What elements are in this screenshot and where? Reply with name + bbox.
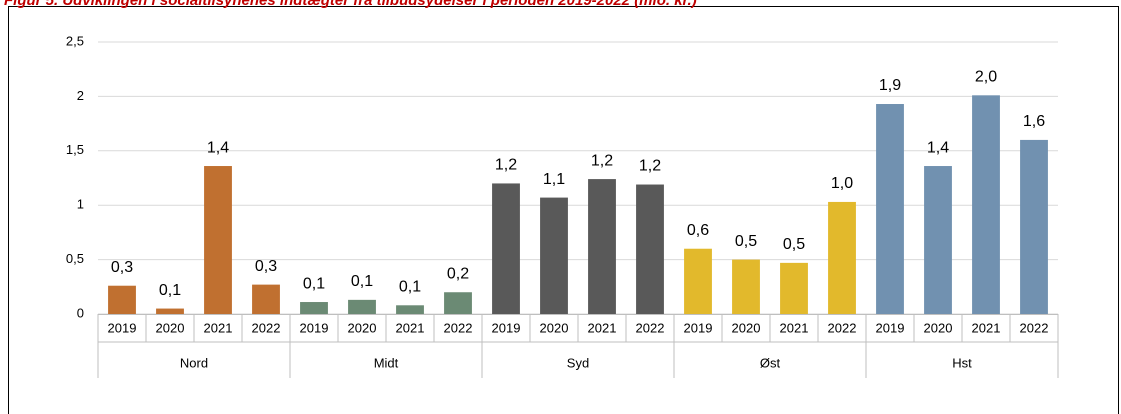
group-label: Midt <box>374 355 399 370</box>
value-label: 1,4 <box>207 139 229 156</box>
bar <box>108 285 136 314</box>
bar <box>828 201 856 314</box>
y-tick-label: 1 <box>77 197 84 212</box>
y-tick-label: 0 <box>77 305 84 320</box>
value-label: 1,1 <box>543 171 565 188</box>
x-tick-label: 2021 <box>780 320 809 335</box>
bar <box>300 302 328 314</box>
x-tick-label: 2019 <box>684 320 713 335</box>
bar <box>588 179 616 314</box>
x-tick-label: 2021 <box>396 320 425 335</box>
x-tick-label: 2022 <box>636 320 665 335</box>
bar <box>732 259 760 314</box>
bar <box>252 284 280 314</box>
group-label: Øst <box>760 355 781 370</box>
y-tick-label: 0,5 <box>66 251 84 266</box>
bar <box>348 299 376 314</box>
value-label: 1,2 <box>639 158 661 175</box>
value-label: 0,1 <box>303 275 325 292</box>
bar <box>492 183 520 314</box>
value-label: 0,3 <box>255 258 277 275</box>
x-tick-label: 2019 <box>492 320 521 335</box>
x-tick-label: 2020 <box>924 320 953 335</box>
value-label: 0,1 <box>351 273 373 290</box>
value-label: 0,5 <box>735 233 757 250</box>
value-label: 2,0 <box>975 69 997 86</box>
x-tick-label: 2019 <box>300 320 329 335</box>
bar <box>972 95 1000 314</box>
x-tick-label: 2019 <box>876 320 905 335</box>
group-label: Syd <box>567 355 589 370</box>
value-label: 0,1 <box>399 279 421 296</box>
value-label: 0,6 <box>687 222 709 239</box>
x-tick-label: 2022 <box>1020 320 1049 335</box>
bar <box>444 292 472 314</box>
bar <box>684 248 712 314</box>
value-label: 1,0 <box>831 175 853 192</box>
x-tick-label: 2022 <box>444 320 473 335</box>
y-tick-label: 2 <box>77 88 84 103</box>
x-tick-label: 2022 <box>828 320 857 335</box>
value-label: 0,3 <box>111 259 133 276</box>
bar <box>924 166 952 314</box>
x-tick-label: 2022 <box>252 320 281 335</box>
x-tick-label: 2020 <box>348 320 377 335</box>
chart-title: Figur 5. Udviklingen i socialtilsynenes … <box>4 0 697 9</box>
bar <box>1020 139 1048 314</box>
y-tick-label: 2,5 <box>66 33 84 48</box>
value-label: 0,5 <box>783 236 805 253</box>
group-label: Hst <box>952 355 972 370</box>
bar <box>396 305 424 314</box>
x-tick-label: 2020 <box>540 320 569 335</box>
x-tick-label: 2021 <box>204 320 233 335</box>
value-label: 1,9 <box>879 77 901 94</box>
bar <box>876 104 904 315</box>
chart-border <box>8 6 1119 414</box>
x-tick-label: 2021 <box>972 320 1001 335</box>
value-label: 1,2 <box>591 152 613 169</box>
bar <box>540 197 568 314</box>
x-tick-label: 2021 <box>588 320 617 335</box>
value-label: 1,2 <box>495 157 517 174</box>
value-label: 1,6 <box>1023 113 1045 130</box>
bar <box>636 184 664 314</box>
y-tick-label: 1,5 <box>66 142 84 157</box>
x-tick-label: 2019 <box>108 320 137 335</box>
group-label: Nord <box>180 355 208 370</box>
x-tick-label: 2020 <box>156 320 185 335</box>
value-label: 1,4 <box>927 139 949 156</box>
value-label: 0,2 <box>447 265 469 282</box>
value-label: 0,1 <box>159 282 181 299</box>
bar <box>204 166 232 314</box>
bar <box>780 262 808 314</box>
bar <box>156 308 184 314</box>
x-tick-label: 2020 <box>732 320 761 335</box>
